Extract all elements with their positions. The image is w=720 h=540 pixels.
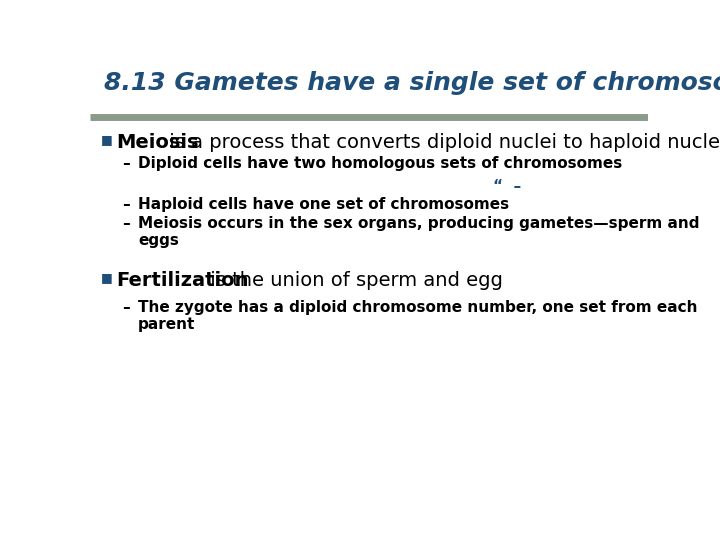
Text: 8.13 Gametes have a single set of chromosomes: 8.13 Gametes have a single set of chromo… <box>104 71 720 95</box>
Text: ■: ■ <box>101 271 112 284</box>
Text: –: – <box>122 197 130 212</box>
Text: Haploid cells have one set of chromosomes: Haploid cells have one set of chromosome… <box>138 197 509 212</box>
Text: ■: ■ <box>101 132 112 146</box>
Text: Fertilization: Fertilization <box>117 271 249 290</box>
Text: –: – <box>122 300 130 315</box>
Text: Meiosis: Meiosis <box>117 132 199 152</box>
Text: The zygote has a diploid chromosome number, one set from each
parent: The zygote has a diploid chromosome numb… <box>138 300 698 332</box>
Text: is a process that converts diploid nuclei to haploid nuclei: is a process that converts diploid nucle… <box>163 132 720 152</box>
Text: Meiosis occurs in the sex organs, producing gametes—sperm and
eggs: Meiosis occurs in the sex organs, produc… <box>138 215 700 248</box>
Text: is the union of sperm and egg: is the union of sperm and egg <box>204 271 503 290</box>
Text: –: – <box>122 215 130 231</box>
Text: Diploid cells have two homologous sets of chromosomes: Diploid cells have two homologous sets o… <box>138 156 622 171</box>
Text: “  –: “ – <box>493 179 521 194</box>
Text: –: – <box>122 156 130 171</box>
